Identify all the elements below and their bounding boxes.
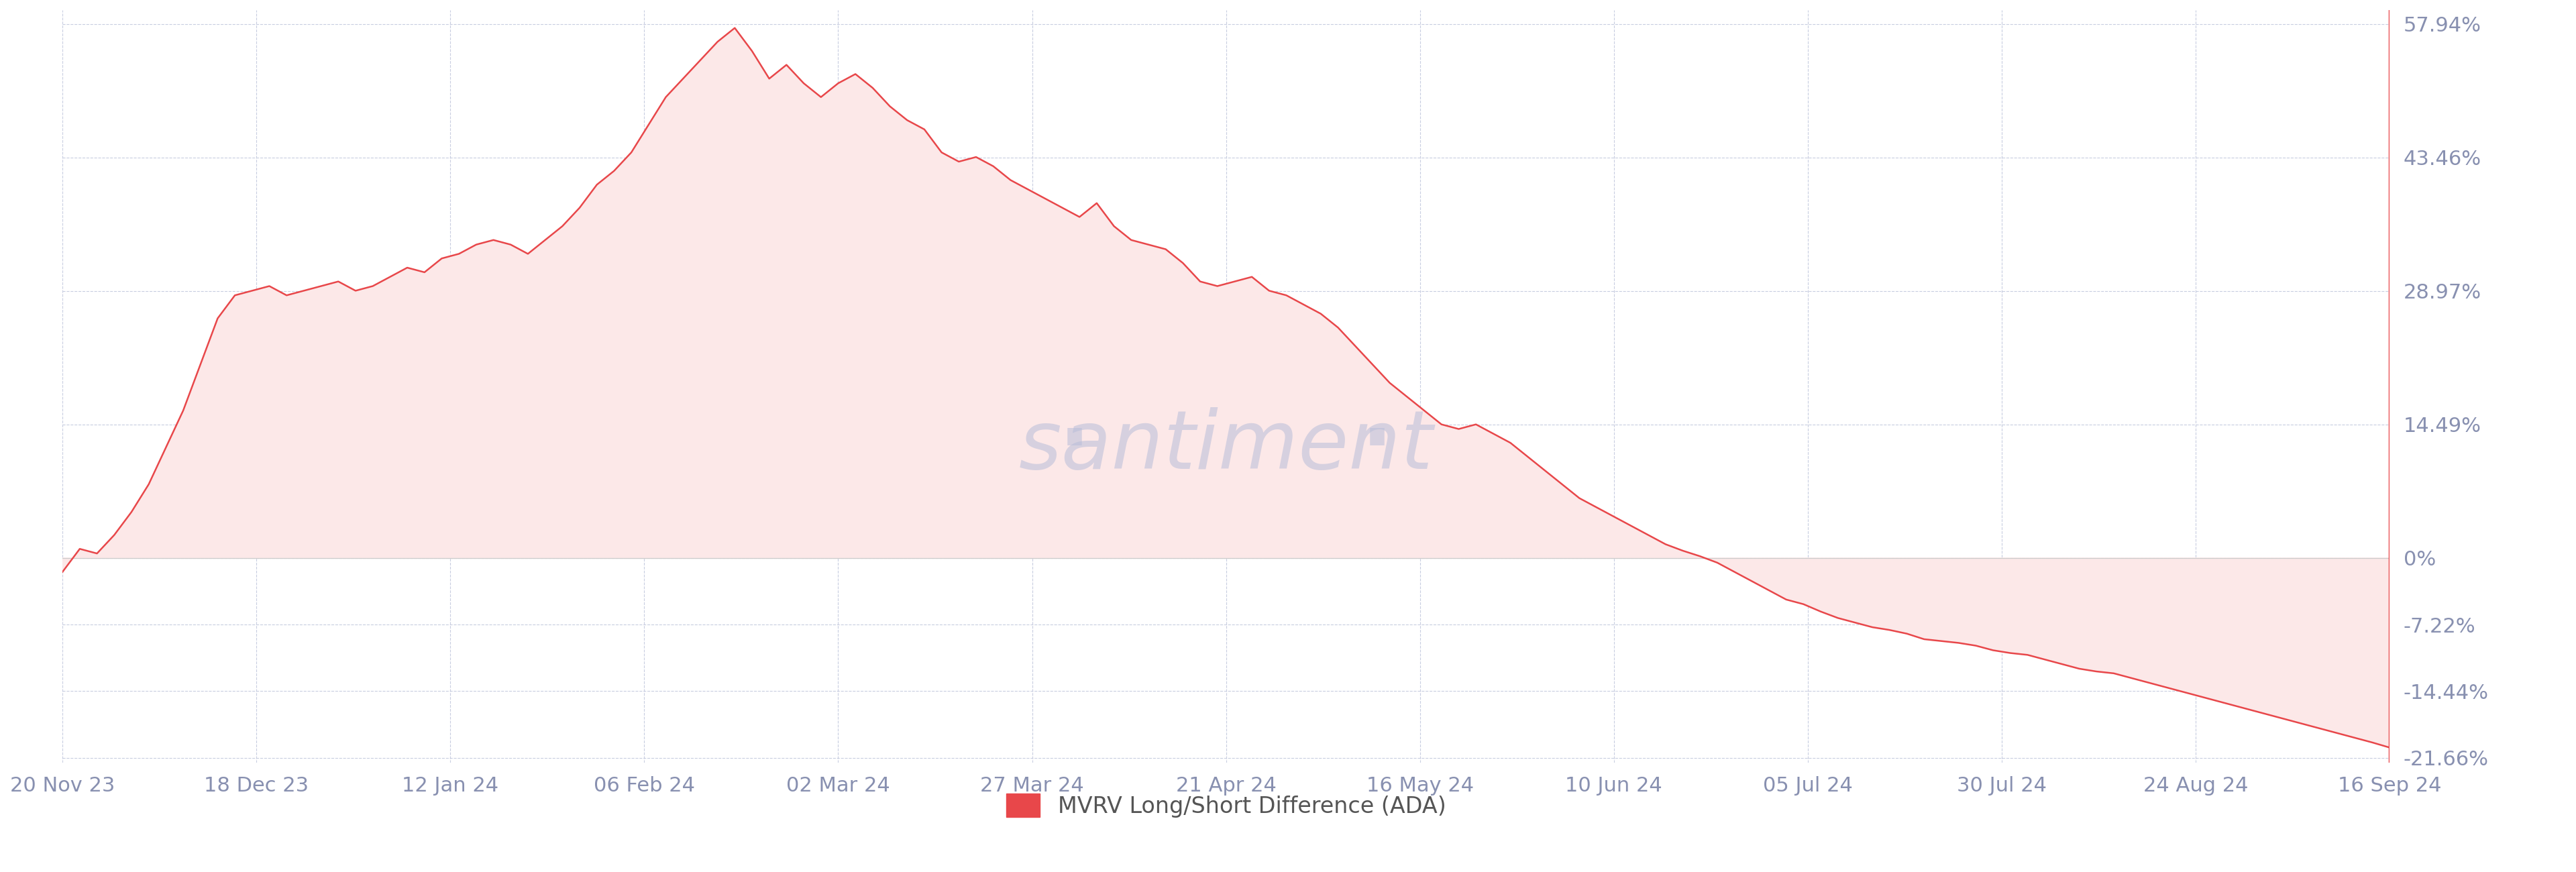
Text: ·: · — [1054, 378, 1097, 514]
Text: santiment: santiment — [1018, 407, 1432, 486]
Legend: MVRV Long/Short Difference (ADA): MVRV Long/Short Difference (ADA) — [997, 785, 1455, 827]
Text: ·: · — [1355, 378, 1399, 514]
